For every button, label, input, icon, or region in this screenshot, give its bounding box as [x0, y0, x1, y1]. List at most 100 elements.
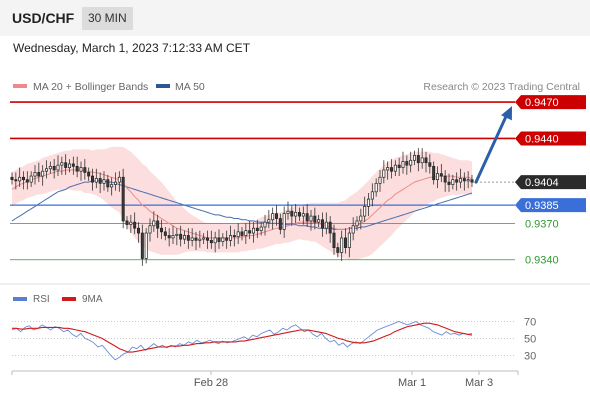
candle-body [286, 210, 290, 215]
candle-body [439, 173, 443, 177]
candle-8 [41, 165, 45, 186]
candle-52 [209, 230, 213, 249]
candle-body [209, 239, 213, 244]
candle-28 [117, 171, 121, 192]
candle-body [347, 232, 351, 248]
candle-body [267, 219, 271, 223]
main-legend: MA 20 + Bollinger Bands MA 50 Research ©… [13, 81, 580, 93]
candle-79 [313, 207, 317, 230]
candle-49 [198, 230, 202, 248]
candle-body [87, 172, 91, 177]
candle-32 [133, 212, 137, 235]
candle-body [359, 215, 363, 222]
candle-57 [229, 225, 232, 247]
candle-body [167, 235, 171, 239]
rsi-ma-legend-label: 9MA [82, 294, 103, 305]
candle-50 [202, 233, 206, 244]
ma50-swatch [156, 84, 170, 88]
projection-arrow [474, 106, 512, 184]
candle-100 [393, 160, 397, 177]
candle-39 [160, 219, 163, 240]
candle-33 [137, 222, 140, 243]
candle-body [321, 219, 324, 229]
price-tag-label: 0.9340 [525, 255, 559, 267]
timeframe-button[interactable]: 30 MIN [82, 7, 133, 30]
price-tag-bg [515, 198, 586, 213]
currency-pair-title: USD/CHF [12, 10, 75, 26]
rsi-ma-line [12, 322, 473, 353]
candle-0 [10, 172, 14, 185]
candle-42 [171, 225, 175, 244]
candle-67 [267, 210, 271, 229]
candle-body [83, 167, 87, 173]
candle-body [290, 210, 294, 217]
price-tag-label: 0.9385 [525, 200, 559, 212]
candle-body [179, 233, 183, 240]
price-tag-0.9370: 0.9370 [525, 218, 559, 230]
candle-body [110, 184, 114, 188]
candle-22 [94, 168, 98, 189]
candle-16 [71, 156, 75, 175]
candle-60 [240, 226, 244, 241]
candle-27 [114, 172, 117, 191]
candle-body [244, 230, 248, 236]
candle-body [152, 220, 156, 227]
candle-body [52, 165, 56, 171]
candle-3 [22, 171, 25, 190]
candle-body [202, 237, 206, 240]
candle-114 [447, 173, 451, 192]
candle-body [298, 212, 301, 217]
rsi-tick-label: 50 [524, 334, 536, 346]
candle-26 [110, 177, 114, 196]
candle-body [259, 226, 263, 231]
candle-body [271, 213, 275, 221]
price-tag-bg [515, 175, 586, 190]
candle-34 [140, 224, 144, 266]
candle-2 [18, 167, 22, 187]
candle-10 [48, 161, 52, 174]
candle-body [175, 233, 179, 236]
candle-5 [29, 171, 33, 187]
candle-76 [301, 206, 305, 225]
x-tick-label: Mar 3 [465, 377, 493, 389]
candle-body [206, 237, 209, 241]
candle-113 [443, 169, 447, 192]
candle-46 [186, 228, 190, 249]
candle-body [156, 220, 160, 229]
candle-body [386, 167, 390, 171]
candle-body [370, 191, 374, 200]
candle-62 [248, 220, 252, 240]
candle-29 [121, 168, 125, 229]
candle-77 [305, 203, 309, 227]
candle-body [198, 238, 202, 241]
candle-body [278, 218, 282, 230]
projection-arrow-shaft [474, 110, 510, 184]
candle-75 [298, 207, 301, 221]
candle-120 [470, 174, 474, 187]
candle-body [363, 206, 367, 217]
candle-47 [190, 228, 194, 247]
rsi-ma-swatch [62, 297, 76, 301]
candle-body [10, 176, 14, 181]
candle-38 [156, 214, 160, 238]
candle-body [68, 163, 71, 168]
candle-51 [206, 230, 209, 249]
candle-body [102, 179, 106, 184]
bollinger-band-area [12, 146, 472, 260]
candle-99 [390, 159, 393, 179]
candle-body [79, 167, 83, 172]
candle-63 [252, 222, 255, 243]
candle-88 [347, 226, 351, 258]
candle-35 [144, 228, 148, 264]
candle-94 [370, 183, 374, 207]
x-tick-label: Mar 1 [398, 377, 426, 389]
price-tag-label: 0.9470 [525, 97, 559, 109]
candle-body [282, 213, 286, 230]
rsi-panel: 70 50 30 [11, 317, 536, 363]
candle-45 [183, 230, 186, 244]
price-tag-label: 0.9370 [525, 218, 559, 230]
candle-48 [194, 231, 198, 251]
candle-21 [91, 168, 94, 191]
candle-83 [328, 216, 332, 243]
candle-37 [152, 211, 156, 232]
